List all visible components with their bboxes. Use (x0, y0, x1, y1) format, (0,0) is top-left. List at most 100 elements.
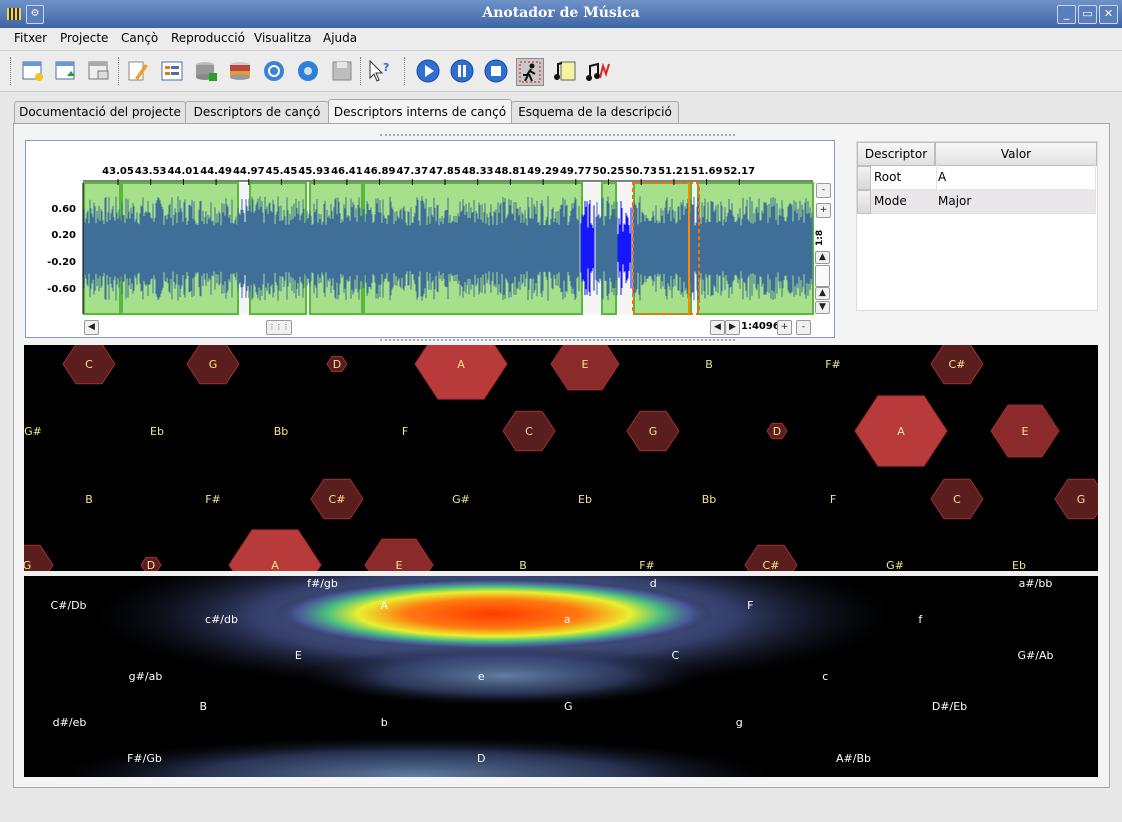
tonnetz-weight-hexagon (414, 345, 508, 400)
save-icon[interactable] (329, 58, 355, 84)
horizontal-zoom-in-button[interactable]: + (777, 320, 792, 335)
scroll-up-button-2[interactable]: ▲ (815, 287, 830, 300)
close-button[interactable]: ✕ (1099, 5, 1118, 24)
scroll-up-button[interactable]: ▲ (815, 251, 830, 264)
keyspace-key-label: E (295, 649, 302, 662)
tonnetz-weight-hexagon (326, 355, 348, 373)
tonnetz-note-label: C (85, 358, 93, 371)
vertical-zoom-in-button[interactable]: + (816, 203, 831, 218)
time-tick-label: 50.73 (625, 166, 657, 177)
tonnetz-note-label: A (271, 559, 279, 571)
keyspace-key-label: D (477, 752, 485, 765)
whats-this-icon[interactable]: ? (366, 58, 392, 84)
keyspace-key-label: C#/Db (50, 599, 86, 612)
stop-icon[interactable] (483, 58, 509, 84)
tonnetz-weight-hexagon (550, 345, 620, 391)
keyspace-key-label: A#/Bb (836, 752, 871, 765)
tab-descriptors-interns-canco[interactable]: Descriptors interns de cançó (328, 99, 512, 124)
keyspace-key-label: g#/ab (129, 670, 163, 683)
menu-canco[interactable]: Cançò (121, 31, 159, 45)
keyspace-key-label: A (381, 599, 389, 612)
time-tick-label: 51.21 (658, 166, 690, 177)
row-selector-mode[interactable] (857, 190, 871, 214)
tab-documentacio-projecte[interactable]: Documentació del projecte (14, 101, 186, 123)
tonnetz-note-label: F (402, 425, 408, 438)
tonnetz-note-label: G# (886, 559, 904, 571)
new-project-icon[interactable] (20, 58, 46, 84)
midi-icon[interactable] (586, 58, 612, 84)
tonnetz-note-label: Bb (702, 493, 717, 506)
toolbar-separator (404, 57, 408, 85)
title-bar: ⚙ Anotador de Música _ ▭ ✕ (0, 0, 1122, 28)
horizontal-zoom-out-button[interactable]: - (796, 320, 811, 335)
tonnetz-note-label: D (333, 358, 341, 371)
menu-visualitza[interactable]: Visualitza (254, 31, 312, 45)
toolbar-separator (10, 57, 14, 85)
tonnetz-note-label: F# (639, 559, 655, 571)
tonnetz-weight-hexagon (24, 544, 54, 571)
database-icon[interactable] (227, 58, 253, 84)
tonnetz-note-label: F# (825, 358, 841, 371)
tonnetz-note-label: A (457, 358, 465, 371)
tab-esquema-descripcio[interactable]: Esquema de la descripció (511, 101, 679, 123)
table-cell-descriptor[interactable]: Mode (871, 189, 937, 214)
tonnetz-note-label: F# (205, 493, 221, 506)
keyspace-key-label: a#/bb (1019, 577, 1053, 590)
keyspace-key-label: b (381, 716, 388, 729)
keyspace-key-label: c#/db (205, 613, 238, 626)
scroll-left-button-2[interactable]: ◀ (710, 320, 725, 335)
pause-icon[interactable] (449, 58, 475, 84)
row-selector-root[interactable] (857, 166, 871, 190)
list-icon[interactable] (159, 58, 185, 84)
scroll-left-button[interactable]: ◀ (84, 320, 99, 335)
tonnetz-weight-hexagon (930, 478, 984, 520)
horizontal-scroll-handle[interactable]: ⋮⋮⋮ (266, 320, 292, 335)
time-tick-label: 51.69 (691, 166, 723, 177)
tonnetz-note-label: G (24, 559, 31, 571)
window-title: Anotador de Música (482, 5, 640, 21)
follow-cursor-icon[interactable] (516, 58, 544, 86)
table-cell-value[interactable]: Major (935, 189, 1096, 214)
tonnetz-weight-hexagon (766, 422, 788, 440)
menu-ajuda[interactable]: Ajuda (323, 31, 358, 45)
table-cell-value[interactable]: A (935, 165, 1096, 190)
tonnetz-weight-hexagon (364, 538, 434, 571)
vertical-zoom-out-button[interactable]: - (816, 183, 831, 198)
close-project-icon[interactable] (86, 58, 112, 84)
minimize-button[interactable]: _ (1057, 5, 1076, 24)
keyspace-key-label: f#/gb (307, 577, 338, 590)
edit-icon[interactable] (125, 58, 151, 84)
settings-icon[interactable] (295, 58, 321, 84)
score-icon[interactable] (552, 58, 578, 84)
menu-bar: Fitxer Projecte Cançò Reproducció Visual… (0, 28, 1122, 51)
play-icon[interactable] (415, 58, 441, 84)
descriptor-table: Descriptor Valor Root A Mode Major (856, 141, 1098, 311)
menu-fitxer[interactable]: Fitxer (14, 31, 48, 45)
scroll-down-button[interactable]: ▼ (815, 301, 830, 314)
time-tick-label: 49.29 (527, 166, 559, 177)
tonnetz-note-label: B (519, 559, 527, 571)
scroll-right-button[interactable]: ▶ (725, 320, 740, 335)
menu-projecte[interactable]: Projecte (60, 31, 109, 45)
maximize-button[interactable]: ▭ (1078, 5, 1097, 24)
header-descriptor[interactable]: Descriptor (857, 142, 935, 166)
open-project-icon[interactable] (53, 58, 79, 84)
waveform-chart[interactable]: 43.05 43.53 44.01 44.49 44.97 45.45 45.93 46.41… (26, 141, 834, 337)
tab-descriptors-canco[interactable]: Descriptors de cançó (185, 101, 329, 123)
tonnetz-note-label: Bb (274, 425, 289, 438)
vertical-scroll-handle[interactable] (815, 265, 830, 287)
waveform-view[interactable]: 43.05 43.53 44.01 44.49 44.97 45.45 45.93 46.41… (25, 140, 835, 338)
splitter-handle[interactable] (380, 134, 735, 139)
tonnetz-note-label: C# (329, 493, 346, 506)
splitter-bar[interactable] (24, 571, 1098, 576)
database-add-icon[interactable] (193, 58, 219, 84)
keyspace-key-label: c (822, 670, 828, 683)
splitter-handle[interactable] (380, 339, 735, 344)
menu-reproduccio[interactable]: Reproducció (171, 31, 245, 45)
table-cell-descriptor[interactable]: Root (871, 165, 937, 190)
refresh-icon[interactable] (261, 58, 287, 84)
header-valor[interactable]: Valor (935, 142, 1097, 166)
tonnetz-note-label: Eb (578, 493, 592, 506)
time-tick-label: 47.85 (429, 166, 461, 177)
window-menu-button[interactable]: ⚙ (26, 5, 44, 24)
